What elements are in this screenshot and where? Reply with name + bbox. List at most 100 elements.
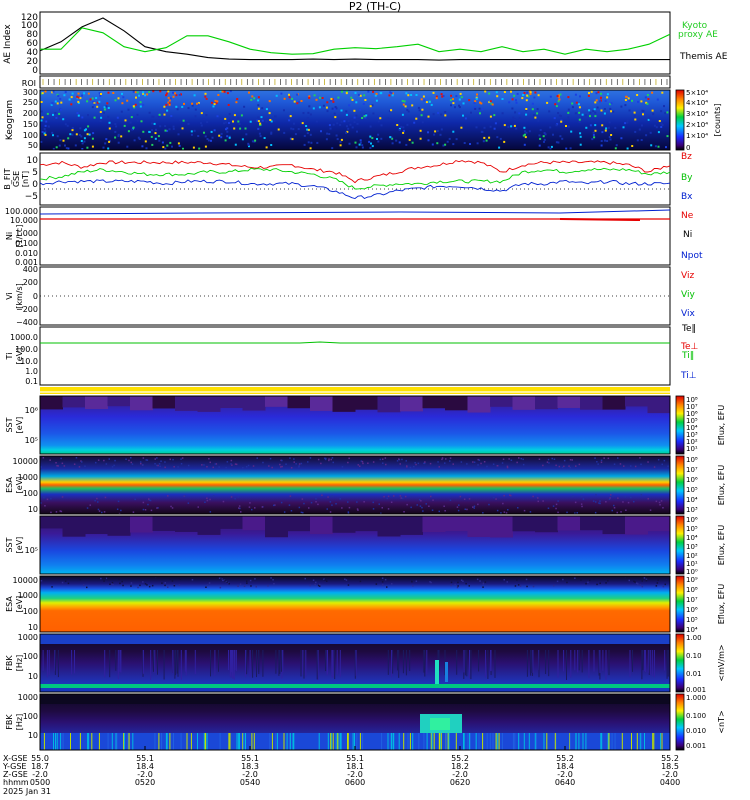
keogram-cell bbox=[483, 126, 486, 129]
esa-elec-cell bbox=[151, 584, 154, 587]
keogram-cell bbox=[83, 129, 86, 132]
keogram-cell bbox=[379, 117, 382, 120]
keogram-cell bbox=[269, 119, 272, 121]
keogram-cell bbox=[543, 132, 546, 134]
esa-ion-cell bbox=[548, 462, 550, 464]
esa-elec-cell bbox=[585, 582, 587, 585]
keogram-cell bbox=[468, 99, 471, 102]
keogram-cell bbox=[610, 102, 613, 105]
keogram-cell bbox=[347, 120, 350, 122]
esa-ion-cell bbox=[324, 457, 326, 460]
keogram-cell bbox=[136, 91, 139, 94]
keogram-cell bbox=[307, 111, 310, 114]
keogram-cell bbox=[121, 92, 123, 95]
sst-elec-cell bbox=[265, 516, 288, 538]
fbk-b-cell bbox=[607, 733, 609, 750]
esa-ion-cell bbox=[325, 457, 327, 460]
keogram-cell bbox=[495, 91, 498, 94]
keogram-cell bbox=[388, 110, 391, 113]
keogram-cb-tick: 2×10⁴ bbox=[686, 121, 708, 129]
fbk-e-bottom-band bbox=[40, 688, 670, 692]
fbk-b-cell bbox=[543, 733, 545, 750]
keogram-cell bbox=[340, 109, 343, 112]
fbk-b-cell bbox=[228, 733, 230, 750]
keogram-cell bbox=[137, 136, 140, 139]
keogram-cell bbox=[123, 124, 126, 127]
esa-elec-cell bbox=[179, 578, 182, 580]
x-axis-row-label: hhmm bbox=[3, 778, 29, 787]
x-tick-label-x: 55.0 bbox=[31, 754, 49, 763]
keogram-cell bbox=[91, 106, 94, 109]
keogram-cell bbox=[398, 129, 401, 131]
keogram-cell bbox=[444, 114, 447, 117]
fbk-e-cell bbox=[548, 650, 550, 677]
keogram-cell bbox=[458, 98, 461, 101]
keogram-cell bbox=[518, 112, 521, 115]
sst-ion-cell bbox=[467, 396, 491, 413]
keogram-cell bbox=[664, 112, 667, 115]
keogram-cell bbox=[594, 124, 597, 127]
esa-ion-cell bbox=[520, 457, 522, 460]
esa-ion-cell bbox=[505, 512, 508, 514]
fbk-b-cell bbox=[337, 733, 339, 750]
fbk-e-cb-tick: 0.01 bbox=[686, 670, 702, 678]
keogram-cell bbox=[567, 96, 570, 99]
esa-elec-cell bbox=[317, 584, 320, 587]
temperature-ytick: 100.0 bbox=[15, 345, 38, 354]
sst-ion-cell bbox=[355, 396, 378, 410]
fbk-b-cell bbox=[242, 733, 244, 750]
esa-elec-cell bbox=[191, 579, 194, 581]
esa-elec-cell bbox=[270, 577, 272, 579]
esa-ion-cell bbox=[517, 507, 519, 509]
keogram-cell bbox=[47, 125, 50, 128]
ae-panel: AE Index 120 100 80 60 40 20 0 Kyoto pro… bbox=[3, 11, 728, 76]
esa-ion-cell bbox=[569, 459, 572, 461]
esa-ion-cell bbox=[356, 508, 359, 510]
sst-elec-cell bbox=[152, 516, 176, 531]
fbk-e-cell bbox=[538, 650, 540, 678]
keogram-cell bbox=[524, 130, 526, 133]
esa-ion-cell bbox=[537, 500, 539, 503]
fbk-b-cell bbox=[601, 733, 603, 750]
keogram-cell bbox=[187, 107, 190, 110]
esa-ion-cell bbox=[542, 464, 544, 467]
keogram-cell bbox=[104, 142, 107, 145]
keogram-cell bbox=[93, 116, 96, 119]
esa-ion-cell bbox=[516, 461, 518, 464]
keogram-cell bbox=[200, 112, 203, 115]
keogram-cell bbox=[145, 147, 148, 150]
fbk-b-ylabel: FBK bbox=[5, 714, 14, 730]
esa-ion-cell bbox=[209, 498, 211, 501]
esa-ion-cell bbox=[271, 466, 273, 469]
fbk-e-cell bbox=[54, 650, 56, 672]
esa-ion-cell bbox=[630, 465, 632, 467]
esa-ion-cell bbox=[616, 511, 618, 514]
x-tick-label-x: 55.2 bbox=[451, 754, 469, 763]
keogram-cell bbox=[96, 105, 99, 108]
keogram-cell bbox=[257, 104, 260, 107]
esa-ion-cell bbox=[561, 466, 564, 469]
esa-elec-cell bbox=[86, 586, 88, 589]
keogram-cell bbox=[115, 125, 118, 128]
fbk-b-cb-label: <nT> bbox=[717, 710, 726, 733]
fbk-e-cell bbox=[570, 650, 572, 678]
esa-ion-cell bbox=[103, 459, 105, 462]
esa-elec-cell bbox=[173, 584, 175, 586]
esa-ion-cell bbox=[401, 497, 404, 500]
keogram-cell bbox=[567, 108, 570, 111]
esa-elec-cell bbox=[119, 582, 121, 585]
ae-ytick: 0 bbox=[32, 66, 38, 76]
keogram-cell bbox=[178, 94, 181, 96]
esa-ion-cell bbox=[329, 511, 332, 513]
esa-ion-cell bbox=[456, 506, 459, 508]
keogram-cell bbox=[405, 143, 408, 146]
keogram-cell bbox=[584, 114, 587, 117]
esa-ion-cell bbox=[289, 495, 292, 497]
keogram-cell bbox=[606, 140, 609, 142]
sst-ion-cell bbox=[490, 396, 513, 407]
keogram-cell bbox=[177, 133, 180, 136]
keogram-cell bbox=[559, 93, 562, 96]
esa-ion-cell bbox=[506, 465, 509, 468]
keogram-cell bbox=[142, 130, 145, 133]
keogram-cell bbox=[235, 101, 238, 104]
